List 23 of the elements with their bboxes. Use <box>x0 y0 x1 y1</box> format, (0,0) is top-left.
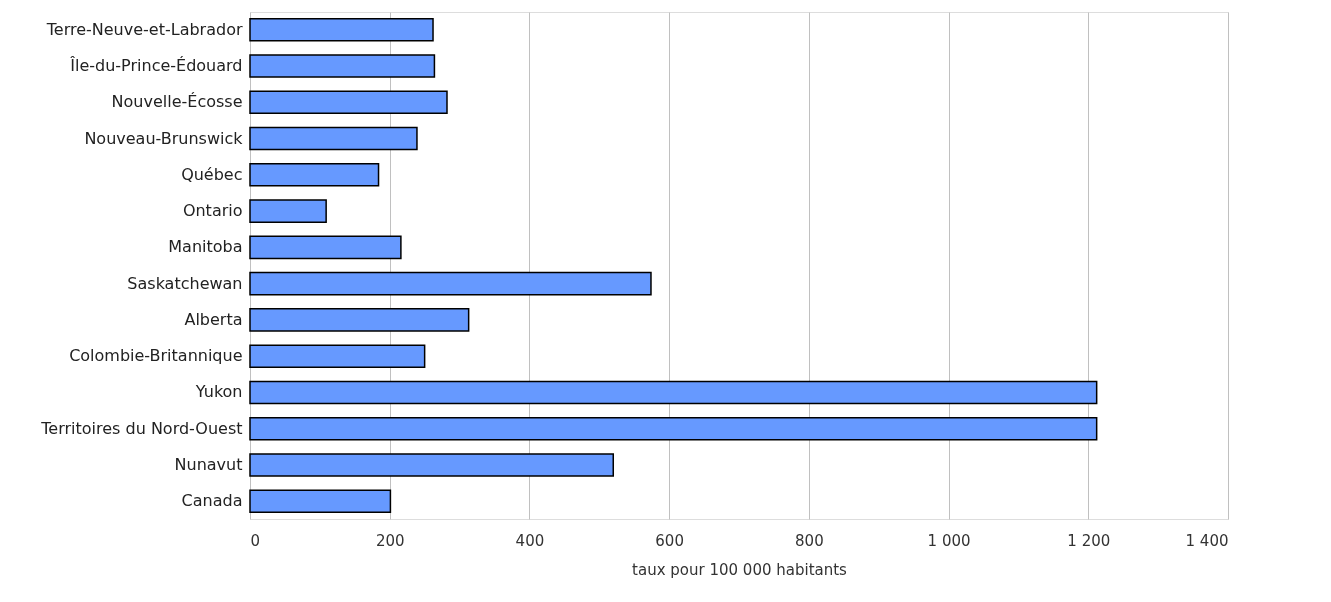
y-tick-label: Nunavut <box>174 454 243 474</box>
y-tick-label: Ontario <box>182 201 243 221</box>
y-tick-label: Terre-Neuve-et-Labrador <box>45 19 243 39</box>
x-tick-label: 0 <box>250 531 261 550</box>
y-tick-label: Île-du-Prince-Édouard <box>69 56 243 76</box>
x-tick-label: 200 <box>375 531 405 550</box>
x-tick-label: 800 <box>795 531 824 550</box>
x-tick-label: 1 400 <box>1185 531 1229 550</box>
y-tick-label: Saskatchewan <box>127 273 243 293</box>
y-tick-label: Alberta <box>184 309 243 329</box>
x-tick-label: 1 000 <box>927 531 971 550</box>
y-tick-label: Canada <box>181 491 243 511</box>
y-tick-label: Nouveau-Brunswick <box>84 128 244 148</box>
y-tick-label: Manitoba <box>168 237 243 257</box>
y-tick-label: Nouvelle-Écosse <box>111 92 243 112</box>
y-tick-label: Colombie-Britannique <box>69 346 243 366</box>
x-axis-title: taux pour 100 000 habitants <box>632 560 848 579</box>
x-tick-label: 1 200 <box>1067 531 1111 550</box>
y-tick-label: Québec <box>181 164 243 184</box>
y-tick-label: Yukon <box>194 382 243 402</box>
x-tick-label: 400 <box>515 531 545 550</box>
y-tick-label: Territoires du Nord-Ouest <box>40 418 243 438</box>
x-tick-label: 600 <box>655 531 684 550</box>
